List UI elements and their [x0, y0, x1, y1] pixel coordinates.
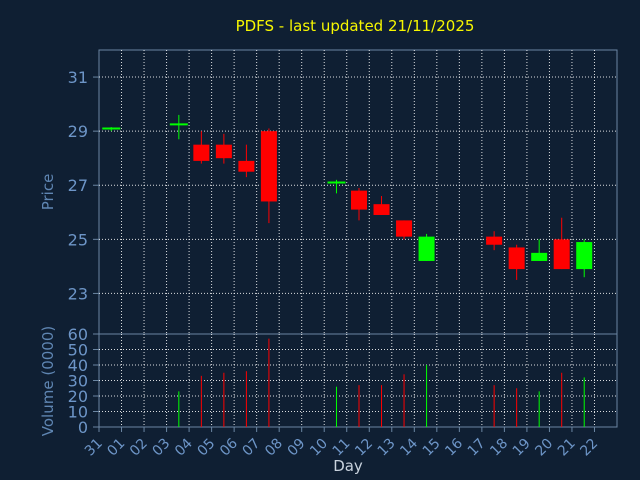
volume-tick-label: 60 — [68, 325, 88, 344]
day-tick-label: 01 — [104, 436, 128, 460]
day-tick-label: 15 — [420, 436, 444, 460]
candle-body — [238, 160, 255, 172]
candle-body — [553, 239, 570, 270]
day-tick-label: 19 — [510, 436, 534, 460]
candle-body — [396, 220, 413, 237]
candle-body — [193, 144, 210, 161]
candle-body — [531, 252, 548, 261]
day-tick-label: 11 — [330, 436, 354, 460]
price-tick-label: 23 — [68, 284, 88, 303]
day-tick-label: 22 — [577, 436, 601, 460]
volume-tick-label: 40 — [68, 356, 88, 375]
volume-tick-label: 20 — [68, 387, 88, 406]
day-tick-label: 06 — [217, 435, 241, 459]
price-axis-ticks: 31 29 27 25 23 — [68, 68, 99, 303]
day-tick-label: 03 — [149, 436, 173, 460]
price-axis-label: Price — [39, 174, 57, 211]
price-tick-label: 31 — [68, 68, 88, 87]
candle-body — [576, 242, 593, 270]
day-tick-label: 20 — [532, 436, 556, 460]
day-tick-label: 10 — [307, 436, 331, 460]
day-tick-label: 04 — [172, 435, 196, 459]
volume-bars — [178, 338, 585, 427]
volume-tick-label: 0 — [78, 418, 88, 437]
day-tick-label: 14 — [397, 435, 421, 459]
day-tick-label: 31 — [82, 436, 106, 460]
candle-body — [508, 247, 525, 270]
price-tick-label: 29 — [68, 122, 88, 141]
price-candles — [102, 114, 593, 280]
day-tick-label: 02 — [127, 436, 151, 460]
day-tick-label: 21 — [555, 436, 579, 460]
volume-tick-label: 10 — [68, 403, 88, 422]
day-tick-label: 16 — [442, 435, 466, 459]
gridlines — [99, 50, 617, 427]
chart-title: PDFS - last updated 21/11/2025 — [236, 17, 475, 35]
day-tick-label: 13 — [375, 436, 399, 460]
day-tick-label: 12 — [352, 436, 376, 460]
price-tick-label: 25 — [68, 230, 88, 249]
candle-body — [373, 204, 390, 215]
volume-tick-label: 50 — [68, 341, 88, 360]
day-tick-label: 07 — [240, 436, 264, 460]
day-tick-label: 05 — [195, 436, 219, 460]
candle-body — [260, 131, 277, 202]
day-tick-label: 08 — [262, 436, 286, 460]
candle-body — [215, 144, 232, 159]
day-tick-label: 17 — [465, 436, 489, 460]
volume-tick-label: 30 — [68, 372, 88, 391]
day-tick-label: 18 — [487, 436, 511, 460]
day-tick-label: 09 — [285, 436, 309, 460]
price-tick-label: 27 — [68, 176, 88, 195]
volume-axis-label: Volume (0000) — [39, 326, 57, 436]
day-axis-label: Day — [333, 457, 363, 475]
candle-body — [418, 236, 435, 261]
day-axis-ticks: 3101020304050607080910111213141516171819… — [82, 427, 601, 459]
candle-body — [486, 236, 503, 245]
candle-body — [351, 190, 367, 210]
